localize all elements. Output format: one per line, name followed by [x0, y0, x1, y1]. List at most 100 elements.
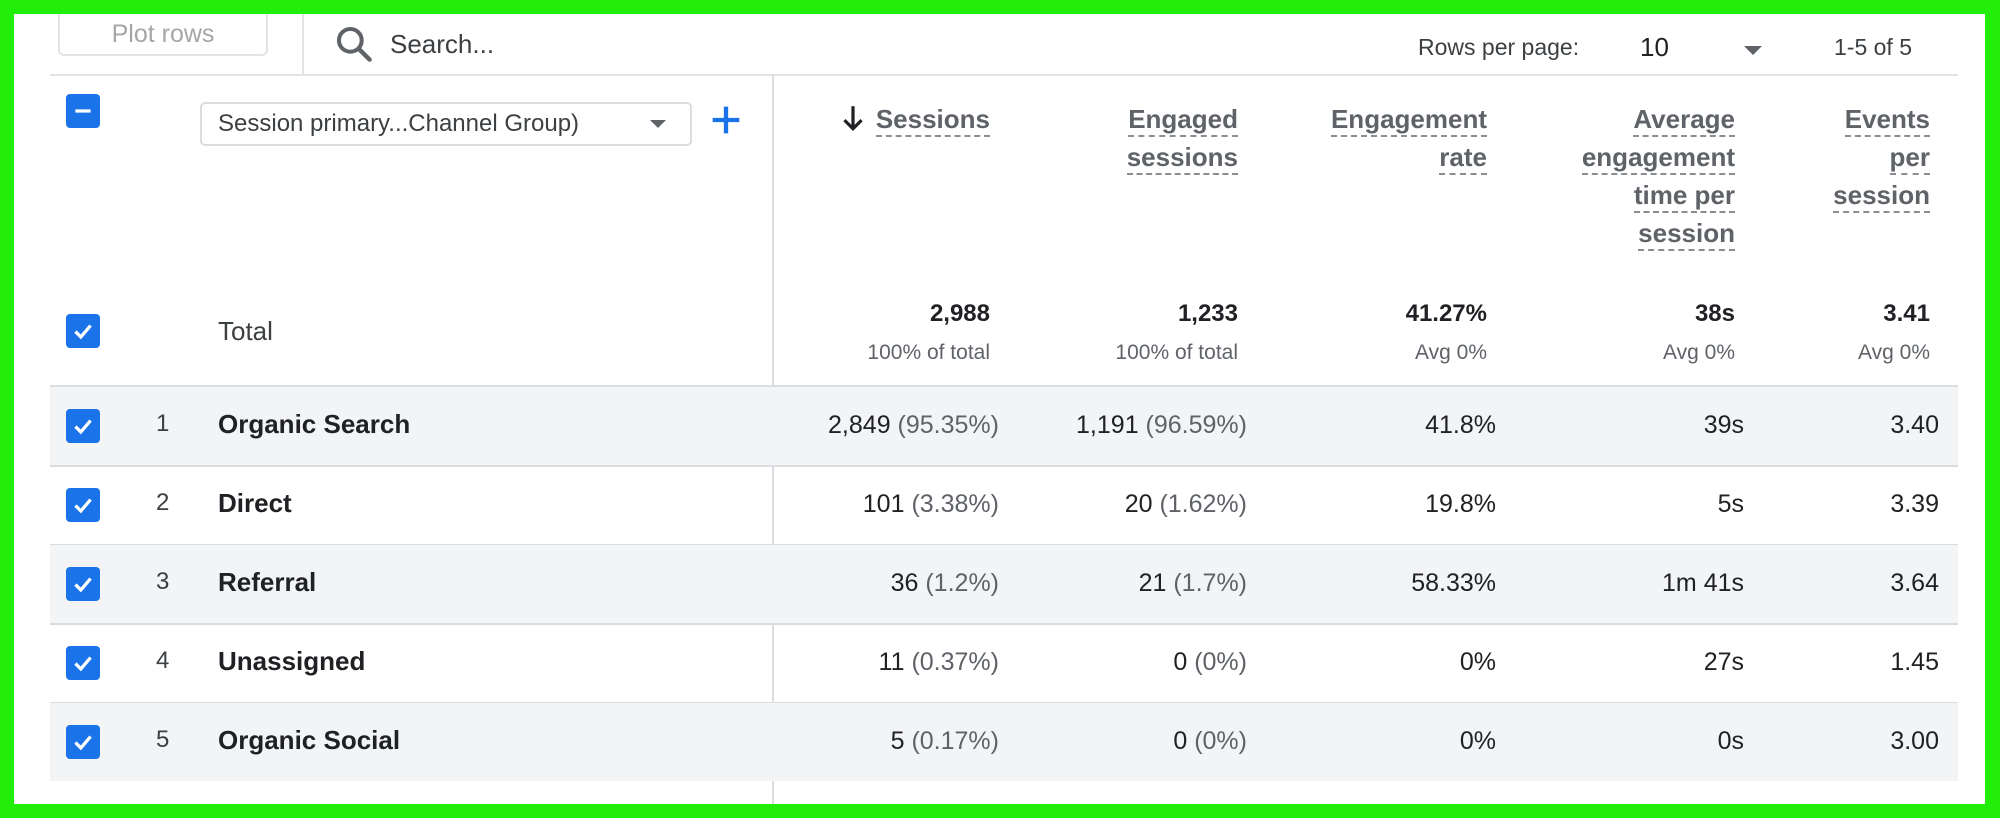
- row-checkbox[interactable]: [66, 567, 100, 601]
- total-events-per-session-sub: Avg 0%: [1858, 341, 1930, 364]
- chevron-down-icon: [650, 120, 666, 128]
- header-sessions[interactable]: Sessions: [840, 100, 990, 138]
- table-row[interactable]: 5 Organic Social 5 (0.17%) 0 (0%) 0% 0s …: [50, 703, 1958, 781]
- total-avg-engagement-time-sub: Avg 0%: [1663, 341, 1735, 364]
- row-events-per-session: 3.40: [1890, 411, 1939, 439]
- toolbar-divider: [302, 14, 304, 74]
- row-checkbox[interactable]: [66, 409, 100, 443]
- header-engaged-sessions[interactable]: Engaged sessions: [1126, 100, 1238, 176]
- rows-per-page-label: Rows per page:: [1418, 34, 1580, 60]
- row-sessions: 36 (1.2%): [891, 569, 999, 598]
- header-avg-engagement-time[interactable]: Average engagement time per session: [1581, 100, 1735, 252]
- checkmark-icon: [74, 419, 92, 435]
- row-avg-engagement-time: 0s: [1717, 727, 1744, 755]
- total-engaged-sessions: 1,233: [1177, 300, 1238, 327]
- row-avg-engagement-time: 1m 41s: [1662, 569, 1744, 597]
- header-line: session: [1833, 180, 1930, 213]
- header-line: per: [1889, 142, 1930, 175]
- row-engagement-rate: 58.33%: [1411, 569, 1496, 597]
- row-channel-name: Referral: [218, 567, 317, 597]
- row-events-per-session: 3.64: [1890, 569, 1939, 597]
- header-sessions-label: Sessions: [875, 104, 990, 137]
- row-checkbox[interactable]: [66, 646, 100, 680]
- search-icon[interactable]: [332, 22, 376, 66]
- value: 20: [1124, 490, 1153, 518]
- total-events-per-session: 3.41: [1883, 300, 1930, 327]
- total-sessions-sub: 100% of total: [867, 341, 990, 364]
- value: 11: [878, 648, 905, 676]
- row-events-per-session: 3.39: [1890, 490, 1939, 518]
- row-sessions: 101 (3.38%): [863, 490, 999, 519]
- percentage: (0%): [1194, 648, 1247, 676]
- row-engaged-sessions: 0 (0%): [1173, 648, 1247, 677]
- header-line: Engagement: [1330, 104, 1487, 137]
- percentage: (0%): [1194, 727, 1247, 755]
- value: 36: [890, 569, 919, 597]
- value: 21: [1138, 569, 1167, 597]
- header-line: Average: [1633, 104, 1735, 137]
- row-sessions: 5 (0.17%): [891, 727, 999, 756]
- row-engagement-rate: 19.8%: [1425, 490, 1496, 518]
- percentage: (3.38%): [911, 490, 999, 518]
- rows-per-page-select[interactable]: 10: [1640, 32, 1669, 62]
- checkmark-icon: [74, 324, 92, 340]
- row-channel-name: Organic Social: [218, 725, 401, 755]
- table-row[interactable]: 4 Unassigned 11 (0.37%) 0 (0%) 0% 27s 1.…: [50, 624, 1958, 704]
- row-engaged-sessions: 1,191 (96.59%): [1076, 411, 1247, 440]
- row-avg-engagement-time: 27s: [1703, 648, 1744, 676]
- percentage: (96.59%): [1145, 411, 1247, 439]
- chevron-down-icon[interactable]: [1744, 46, 1762, 55]
- header-events-per-session[interactable]: Events per session: [1833, 100, 1930, 214]
- toolbar-border: [50, 74, 1958, 76]
- row-events-per-session: 3.00: [1890, 727, 1939, 755]
- row-index: 1: [156, 410, 170, 437]
- select-all-checkbox[interactable]: [66, 94, 100, 128]
- plot-rows-button[interactable]: Plot rows: [58, 14, 268, 56]
- pagination-info: 1-5 of 5: [1834, 34, 1912, 60]
- value: 101: [862, 490, 905, 518]
- checkmark-icon: [74, 577, 92, 593]
- row-engaged-sessions: 21 (1.7%): [1139, 569, 1247, 598]
- header-line: engagement: [1581, 142, 1735, 175]
- header-engagement-rate[interactable]: Engagement rate: [1330, 100, 1487, 176]
- table-row[interactable]: 3 Referral 36 (1.2%) 21 (1.7%) 58.33% 1m…: [50, 545, 1958, 625]
- percentage: (0.37%): [911, 648, 999, 676]
- row-avg-engagement-time: 39s: [1703, 411, 1744, 439]
- total-avg-engagement-time: 38s: [1694, 300, 1735, 327]
- row-sessions: 11 (0.37%): [879, 648, 999, 677]
- row-events-per-session: 1.45: [1890, 648, 1939, 676]
- report-table-card: Plot rows Rows per page: 10 1-5 of 5 Ses…: [14, 14, 1985, 804]
- header-border: [50, 385, 1958, 387]
- total-label: Total: [218, 316, 273, 346]
- table-row[interactable]: 2 Direct 101 (3.38%) 20 (1.62%) 19.8% 5s…: [50, 466, 1958, 546]
- value: 1,191: [1076, 411, 1139, 439]
- row-engagement-rate: 0%: [1459, 648, 1496, 676]
- header-line: session: [1638, 218, 1735, 251]
- plus-icon[interactable]: [706, 100, 746, 140]
- percentage: (1.7%): [1173, 569, 1247, 597]
- row-checkbox[interactable]: [66, 488, 100, 522]
- search-input[interactable]: [390, 24, 690, 64]
- checkmark-icon: [74, 656, 92, 672]
- row-engagement-rate: 0%: [1459, 727, 1496, 755]
- row-index: 2: [156, 489, 170, 516]
- percentage: (1.62%): [1159, 490, 1247, 518]
- checkmark-icon: [74, 735, 92, 751]
- total-sessions: 2,988: [929, 300, 990, 327]
- total-engagement-rate: 41.27%: [1405, 300, 1487, 327]
- row-engagement-rate: 41.8%: [1425, 411, 1496, 439]
- row-checkbox[interactable]: [66, 725, 100, 759]
- table-row[interactable]: 1 Organic Search 2,849 (95.35%) 1,191 (9…: [50, 387, 1958, 467]
- minus-icon: [75, 109, 91, 113]
- header-line: Engaged: [1128, 104, 1238, 137]
- dimension-select-value: Session primary...Channel Group): [218, 110, 580, 137]
- percentage: (0.17%): [911, 727, 999, 755]
- dimension-select[interactable]: Session primary...Channel Group): [200, 102, 692, 146]
- row-engaged-sessions: 20 (1.62%): [1125, 490, 1247, 519]
- row-sessions: 2,849 (95.35%): [828, 411, 999, 440]
- value: 0: [1173, 648, 1188, 676]
- total-engagement-rate-sub: Avg 0%: [1415, 341, 1487, 364]
- total-checkbox[interactable]: [66, 314, 100, 348]
- header-line: rate: [1439, 142, 1487, 175]
- value: 0: [1173, 727, 1188, 755]
